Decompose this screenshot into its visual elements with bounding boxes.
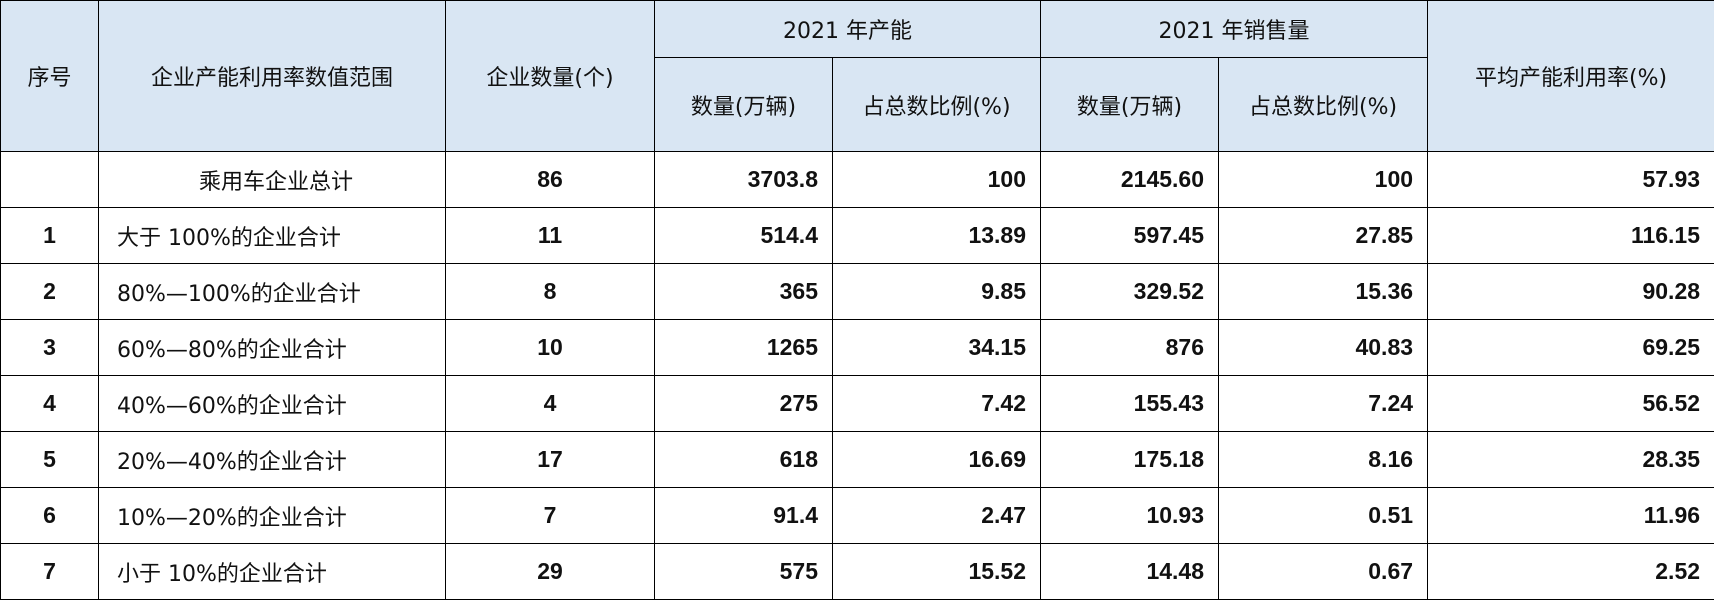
- table-row: 1 大于 100%的企业合计 11 514.4 13.89 597.45 27.85 116.…: [0, 207, 1714, 264]
- header-index: 序号: [0, 0, 99, 152]
- capacity-amount-cell: 91.4: [654, 487, 833, 544]
- header-capacity: 2021 年产能: [653, 0, 1042, 58]
- range-cell: 大于 100%的企业合计: [98, 207, 446, 264]
- range-cell: 80%—100%的企业合计: [98, 263, 446, 320]
- table-row: 2 80%—100%的企业合计 8 365 9.85 329.52 15.36 90.28: [0, 263, 1714, 320]
- range-cell: 小于 10%的企业合计: [98, 543, 446, 600]
- utilization-cell: 69.25: [1427, 319, 1714, 376]
- count-cell: 11: [445, 207, 655, 264]
- sales-share-cell: 15.36: [1218, 263, 1429, 320]
- capacity-amount-cell: 365: [654, 263, 833, 320]
- sales-amount-cell: 155.43: [1040, 375, 1220, 432]
- table-row: 6 10%—20%的企业合计 7 91.4 2.47 10.93 0.51 11.96: [0, 487, 1714, 544]
- utilization-cell: 56.52: [1427, 375, 1714, 432]
- capacity-amount-cell: 514.4: [654, 207, 833, 264]
- index-cell: 5: [0, 431, 99, 488]
- sales-amount-cell: 329.52: [1040, 263, 1220, 320]
- range-cell: 乘用车企业总计: [98, 151, 446, 208]
- index-cell: 2: [0, 263, 99, 320]
- utilization-cell: 28.35: [1427, 431, 1714, 488]
- header-capacity-amount: 数量(万辆): [654, 57, 833, 152]
- capacity-amount-cell: 1265: [654, 319, 833, 376]
- header-capacity-share: 占总数比例(%): [831, 57, 1042, 152]
- table-body: 乘用车企业总计 86 3703.8 100 2145.60 100 57.93 1 大于 100…: [0, 151, 1714, 600]
- sales-share-cell: 40.83: [1218, 319, 1429, 376]
- header-utilization: 平均产能利用率(%): [1427, 0, 1714, 152]
- header-sales-amount: 数量(万辆): [1040, 57, 1220, 152]
- count-cell: 86: [445, 151, 655, 208]
- sales-amount-cell: 2145.60: [1040, 151, 1220, 208]
- sales-share-cell: 0.51: [1218, 487, 1429, 544]
- index-cell: 1: [0, 207, 99, 264]
- capacity-share-cell: 15.52: [831, 543, 1042, 600]
- capacity-share-cell: 34.15: [831, 319, 1042, 376]
- sales-share-cell: 0.67: [1218, 543, 1429, 600]
- capacity-amount-cell: 3703.8: [654, 151, 833, 208]
- count-cell: 7: [445, 487, 655, 544]
- index-cell: 4: [0, 375, 99, 432]
- range-cell: 10%—20%的企业合计: [98, 487, 446, 544]
- range-cell: 60%—80%的企业合计: [98, 319, 446, 376]
- capacity-share-cell: 100: [831, 151, 1042, 208]
- utilization-cell: 90.28: [1427, 263, 1714, 320]
- table-row: 乘用车企业总计 86 3703.8 100 2145.60 100 57.93: [0, 151, 1714, 208]
- range-cell: 40%—60%的企业合计: [98, 375, 446, 432]
- utilization-cell: 11.96: [1427, 487, 1714, 544]
- table-row: 4 40%—60%的企业合计 4 275 7.42 155.43 7.24 56.52: [0, 375, 1714, 432]
- sales-share-cell: 7.24: [1218, 375, 1429, 432]
- sales-share-cell: 8.16: [1218, 431, 1429, 488]
- utilization-cell: 116.15: [1427, 207, 1714, 264]
- sales-share-cell: 100: [1218, 151, 1429, 208]
- sales-amount-cell: 876: [1040, 319, 1220, 376]
- header-range: 企业产能利用率数值范围: [98, 0, 446, 152]
- capacity-share-cell: 16.69: [831, 431, 1042, 488]
- index-cell: 6: [0, 487, 99, 544]
- index-cell: [0, 151, 99, 208]
- count-cell: 8: [445, 263, 655, 320]
- capacity-share-cell: 9.85: [831, 263, 1042, 320]
- sales-amount-cell: 175.18: [1040, 431, 1220, 488]
- sales-amount-cell: 597.45: [1040, 207, 1220, 264]
- index-cell: 7: [0, 543, 99, 600]
- utilization-cell: 2.52: [1427, 543, 1714, 600]
- capacity-share-cell: 2.47: [831, 487, 1042, 544]
- count-cell: 17: [445, 431, 655, 488]
- header-sales: 2021 年销售量: [1040, 0, 1429, 58]
- capacity-amount-cell: 275: [654, 375, 833, 432]
- capacity-amount-cell: 575: [654, 543, 833, 600]
- index-cell: 3: [0, 319, 99, 376]
- capacity-share-cell: 13.89: [831, 207, 1042, 264]
- sales-share-cell: 27.85: [1218, 207, 1429, 264]
- header-count: 企业数量(个): [445, 0, 655, 152]
- sales-amount-cell: 10.93: [1040, 487, 1220, 544]
- table-row: 3 60%—80%的企业合计 10 1265 34.15 876 40.83 69.25: [0, 319, 1714, 376]
- header-sales-share: 占总数比例(%): [1218, 57, 1429, 152]
- capacity-amount-cell: 618: [654, 431, 833, 488]
- range-cell: 20%—40%的企业合计: [98, 431, 446, 488]
- sales-amount-cell: 14.48: [1040, 543, 1220, 600]
- count-cell: 10: [445, 319, 655, 376]
- count-cell: 29: [445, 543, 655, 600]
- table-row: 5 20%—40%的企业合计 17 618 16.69 175.18 8.16 28.35: [0, 431, 1714, 488]
- table-row: 7 小于 10%的企业合计 29 575 15.52 14.48 0.67 2.52: [0, 543, 1714, 600]
- utilization-cell: 57.93: [1427, 151, 1714, 208]
- capacity-share-cell: 7.42: [831, 375, 1042, 432]
- count-cell: 4: [445, 375, 655, 432]
